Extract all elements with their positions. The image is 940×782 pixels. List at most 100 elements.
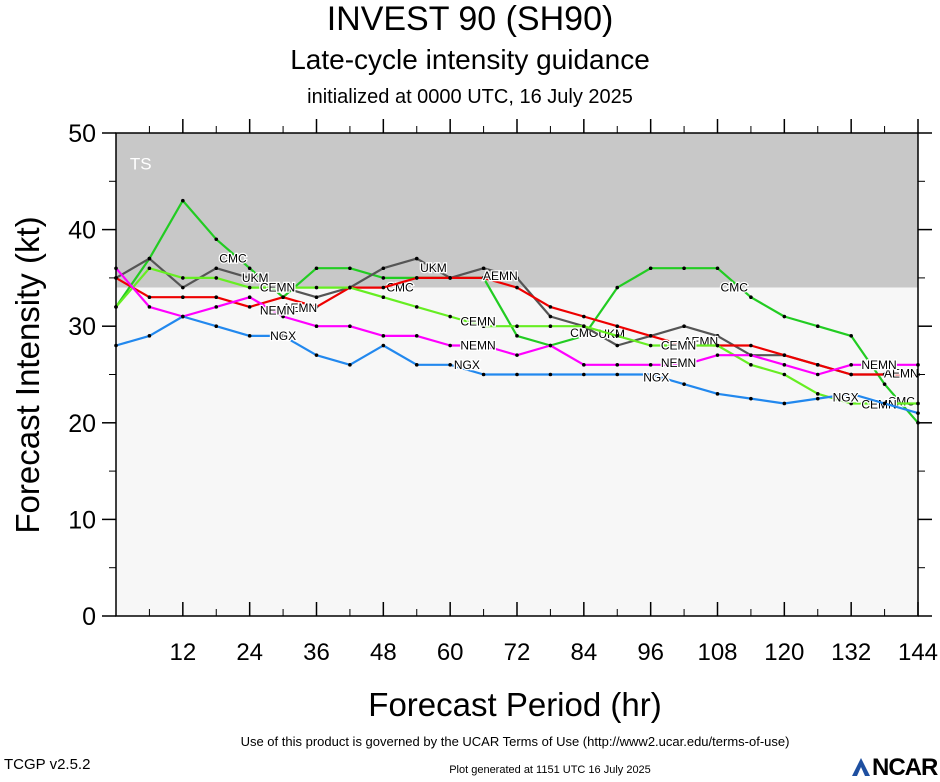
data-point [849, 334, 853, 338]
data-point [548, 324, 553, 329]
chart-title: INVEST 90 (SH90) [326, 0, 614, 38]
data-point [214, 305, 219, 309]
data-point [615, 343, 620, 348]
series-label-ngx: NGX [270, 329, 296, 343]
series-label-aemn: AEMN [483, 269, 518, 283]
data-point [281, 334, 285, 338]
data-point [749, 363, 753, 367]
data-point [481, 343, 486, 348]
series-label-cmc: CMC [219, 252, 247, 266]
data-point [381, 343, 386, 348]
data-point [448, 314, 452, 319]
series-label-nemn: NEMN [260, 304, 295, 318]
data-point [181, 198, 185, 203]
series-label-cemn: CEMN [861, 397, 896, 411]
data-point [214, 324, 219, 329]
data-point [849, 363, 853, 367]
data-point [314, 266, 319, 271]
data-point [682, 266, 686, 271]
data-point [515, 372, 519, 377]
x-tick-label: 120 [764, 639, 804, 666]
x-tick-label: 132 [831, 639, 871, 666]
data-point [615, 324, 620, 329]
data-point [348, 324, 352, 329]
data-point [314, 353, 319, 357]
series-nemn: NEMN NEMN NEMN NEMN [114, 266, 920, 377]
terms-of-use-notice: Use of this product is governed by the U… [240, 734, 790, 749]
data-point [348, 285, 352, 290]
data-point [147, 334, 152, 338]
data-point [615, 334, 620, 338]
series-label-cemn: CEMN [260, 281, 295, 295]
data-point [615, 372, 620, 377]
data-point [582, 324, 586, 329]
data-point [181, 314, 185, 319]
data-point [348, 363, 352, 367]
data-point [715, 334, 720, 338]
data-point [414, 334, 419, 338]
data-point [381, 285, 386, 290]
data-point [849, 392, 853, 396]
x-tick-label: 144 [898, 639, 938, 666]
data-point [849, 401, 853, 406]
x-axis-label: Forecast Period (hr) [368, 686, 662, 723]
data-point [448, 276, 452, 280]
data-point [582, 334, 586, 338]
series-label-aemn: AEMN [282, 301, 317, 315]
data-point [582, 372, 586, 377]
ncar-logo: NCAR [850, 752, 940, 781]
data-point [515, 334, 519, 338]
series-label-nemn: NEMN [861, 358, 896, 372]
data-point [882, 382, 887, 386]
data-point [815, 363, 820, 367]
x-tick-label: 84 [570, 639, 597, 666]
data-point [381, 334, 386, 338]
data-point [515, 285, 519, 290]
series-ngx: NGX NGX NGX NGX [114, 314, 920, 415]
data-point [648, 372, 653, 377]
data-point [882, 401, 887, 406]
data-point [715, 392, 720, 396]
data-point [648, 343, 653, 348]
series-cemn: CEMN CEMN CEMN CEMN [114, 266, 920, 413]
x-tick-label: 96 [637, 639, 664, 666]
band-label-ts: TS [130, 155, 152, 174]
data-point [815, 396, 820, 401]
ncar-logo-mark-icon [852, 758, 870, 776]
data-point [448, 363, 452, 367]
x-tick-label: 48 [370, 639, 397, 666]
data-point [214, 266, 219, 271]
data-point [481, 324, 486, 329]
data-point [849, 372, 853, 377]
series-label-cemn: CEMN [460, 314, 495, 328]
data-point [615, 363, 620, 367]
series-label-ukm: UKM [242, 271, 269, 285]
x-tick-label: 108 [697, 639, 737, 666]
y-tick-label: 50 [68, 120, 96, 148]
data-point [147, 305, 152, 309]
x-tick-label: 60 [437, 639, 464, 666]
data-point [314, 285, 319, 290]
data-point [314, 295, 319, 300]
data-point [414, 256, 419, 261]
data-point [381, 295, 386, 300]
ncar-logo-text: NCAR [872, 754, 938, 781]
y-tick-label: 0 [82, 603, 96, 631]
data-point [548, 372, 553, 377]
data-point [281, 285, 285, 290]
plot-generated-time: Plot generated at 1151 UTC 16 July 2025 [449, 764, 651, 776]
y-tick-label: 30 [68, 313, 96, 341]
data-point [782, 372, 787, 377]
data-point [749, 343, 753, 348]
data-point [648, 334, 653, 338]
x-tick-label: 36 [303, 639, 330, 666]
data-point [414, 276, 419, 280]
series-label-cmc: CMC [721, 281, 749, 295]
data-point [214, 276, 219, 280]
data-point [481, 276, 486, 280]
x-tick-label: 12 [169, 639, 196, 666]
data-point [548, 305, 553, 309]
series-label-ukm: UKM [420, 261, 447, 275]
data-point [181, 276, 185, 280]
series-label-ngx: NGX [833, 391, 859, 405]
